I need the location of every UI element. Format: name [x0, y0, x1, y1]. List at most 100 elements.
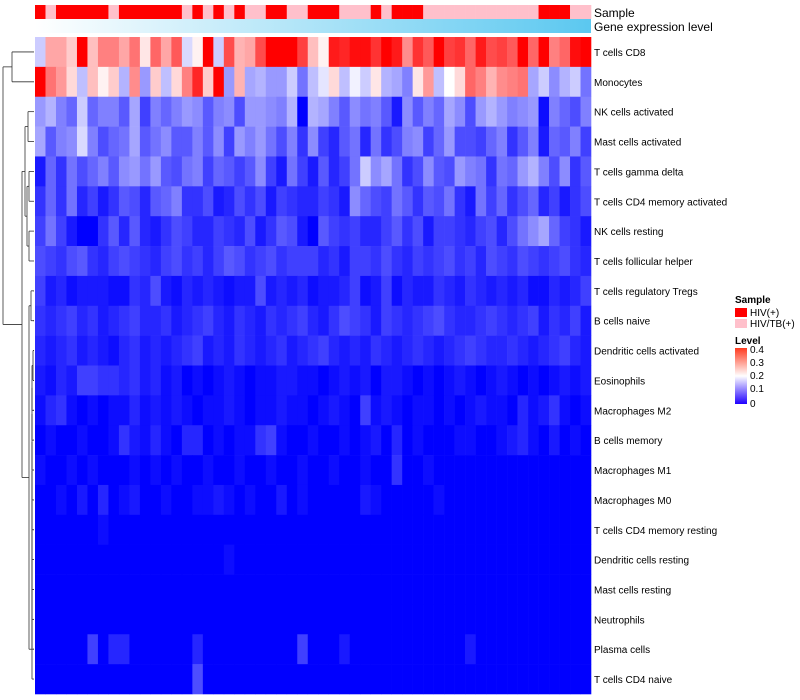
heatmap-cell — [45, 484, 57, 516]
heatmap-cell — [433, 455, 445, 486]
heatmap-cell — [318, 246, 330, 277]
heatmap-cell — [328, 604, 340, 635]
heatmap-cell — [444, 66, 455, 98]
heatmap-cell — [517, 246, 529, 277]
heatmap-cell — [35, 634, 46, 665]
heatmap-cell — [360, 37, 371, 68]
heatmap-cell — [360, 455, 371, 486]
heatmap-cell — [244, 365, 256, 396]
heatmap-cell — [202, 455, 214, 486]
heatmap-cell — [486, 484, 497, 516]
row-label: Macrophages M1 — [594, 466, 672, 477]
heatmap-cell — [276, 574, 288, 605]
heatmap-cell — [234, 126, 246, 157]
heatmap-cell — [538, 37, 550, 68]
heatmap-cell — [486, 455, 497, 486]
heatmap-cell — [55, 156, 67, 187]
heatmap-cell — [55, 455, 67, 486]
heatmap-cell — [192, 216, 204, 247]
heatmap-cell — [507, 37, 518, 68]
sample-annotation-cell — [255, 5, 267, 19]
heatmap-cell — [129, 544, 141, 575]
heatmap-cell — [370, 664, 382, 695]
heatmap-cell — [454, 126, 466, 157]
heatmap-cell — [213, 156, 225, 187]
heatmap-cell — [286, 275, 298, 307]
heatmap-cell — [360, 156, 371, 187]
heatmap-cell — [108, 484, 120, 516]
heatmap-cell — [160, 544, 172, 575]
heatmap-cell — [118, 246, 130, 277]
heatmap-cell — [129, 66, 141, 98]
heatmap-cell — [234, 37, 246, 68]
heatmap-cell — [297, 574, 309, 605]
heatmap-cell — [475, 574, 487, 605]
heatmap-cell — [150, 604, 162, 635]
heatmap-cell — [307, 37, 319, 68]
heatmap-cell — [307, 246, 319, 277]
heatmap-cell — [97, 395, 109, 426]
heatmap-cell — [559, 574, 571, 605]
heatmap-cell — [580, 544, 592, 575]
heatmap-cell — [559, 186, 571, 217]
heatmap-cell — [339, 604, 351, 635]
heatmap-cell — [549, 186, 560, 217]
heatmap-cell — [97, 156, 109, 187]
heatmap-cell — [538, 395, 550, 426]
row-dendrogram — [2, 51, 34, 680]
heatmap-cell — [202, 275, 214, 307]
heatmap-cell — [528, 66, 539, 98]
heatmap-cell — [35, 335, 46, 366]
sample-annotation-cell — [66, 5, 78, 19]
heatmap-cell — [150, 66, 162, 98]
heatmap-cell — [244, 156, 256, 187]
heatmap-cell — [118, 604, 130, 635]
heatmap-cell — [570, 305, 581, 336]
heatmap-cell — [318, 275, 330, 307]
heatmap-cell — [45, 156, 57, 187]
heatmap-cell — [223, 37, 235, 68]
heatmap-cell — [318, 335, 330, 366]
heatmap-cell — [108, 37, 120, 68]
heatmap-cell — [307, 574, 319, 605]
sample-annotation-cell — [150, 5, 162, 19]
heatmap-cell — [328, 186, 340, 217]
heatmap-cell — [433, 395, 445, 426]
heatmap-cell — [76, 216, 88, 247]
heatmap-cell — [381, 96, 392, 127]
legend-tick-03: 0.3 — [750, 358, 764, 369]
heatmap-cell — [265, 514, 277, 545]
heatmap-cell — [528, 455, 539, 486]
heatmap-cell — [76, 246, 88, 277]
heatmap-cell — [202, 484, 214, 516]
heatmap-cell — [339, 156, 351, 187]
heatmap-cell — [433, 275, 445, 307]
heatmap-cell — [265, 604, 277, 635]
heatmap-cell — [276, 455, 288, 486]
heatmap-cell — [318, 395, 330, 426]
heatmap-cell — [370, 634, 382, 665]
heatmap-cell — [87, 425, 99, 456]
heatmap-cell — [360, 664, 371, 695]
row-labels: T cells CD8 Monocytes NK cells activated Ma… — [594, 48, 727, 686]
heatmap-cell — [45, 216, 57, 247]
heatmap-cell — [76, 455, 88, 486]
heatmap-cell — [286, 664, 298, 695]
heatmap-cell — [328, 216, 340, 247]
heatmap-cell — [570, 425, 581, 456]
heatmap-cell — [307, 216, 319, 247]
heatmap-cell — [580, 96, 592, 127]
heatmap-cell — [97, 275, 109, 307]
heatmap-cell — [244, 37, 256, 68]
heatmap-cell — [181, 574, 193, 605]
heatmap-cell — [328, 484, 340, 516]
heatmap-cell — [391, 395, 403, 426]
heatmap-cell — [318, 634, 330, 665]
heatmap-cell — [223, 96, 235, 127]
heatmap-cell — [118, 216, 130, 247]
heatmap-cell — [223, 186, 235, 217]
sample-annotation-cell — [423, 5, 434, 19]
heatmap-cell — [76, 425, 88, 456]
heatmap-cell — [496, 216, 508, 247]
heatmap-cell — [559, 365, 571, 396]
